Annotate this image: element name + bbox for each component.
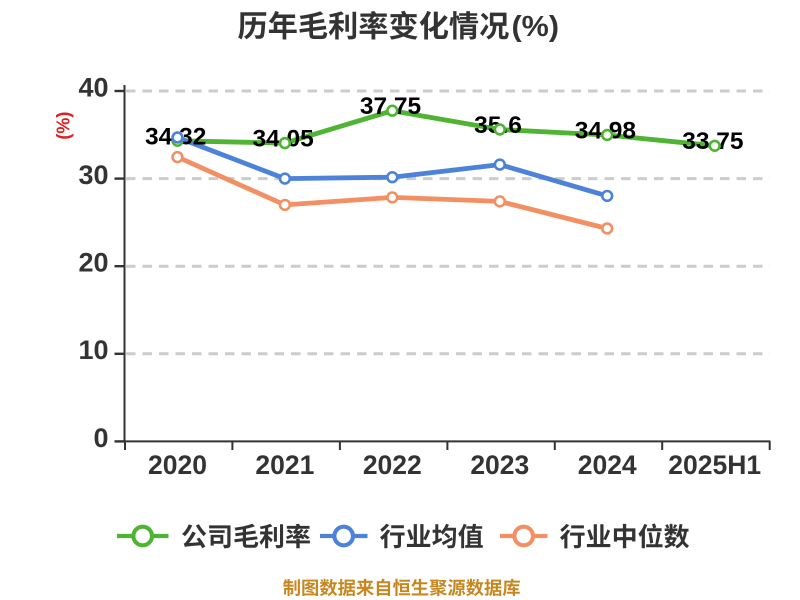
svg-text:0: 0 — [93, 423, 108, 453]
svg-text:30: 30 — [78, 160, 108, 190]
svg-text:2020: 2020 — [148, 450, 207, 480]
svg-text:2023: 2023 — [470, 450, 529, 480]
svg-text:10: 10 — [78, 335, 108, 365]
svg-text:40: 40 — [78, 72, 108, 102]
svg-text:(%): (%) — [53, 112, 73, 140]
svg-text:2025H1: 2025H1 — [668, 450, 761, 480]
svg-text:20: 20 — [78, 248, 108, 278]
svg-text:2021: 2021 — [255, 450, 314, 480]
svg-text:(%): (%) — [512, 11, 560, 43]
svg-text:2024: 2024 — [578, 450, 637, 480]
svg-text:2022: 2022 — [363, 450, 422, 480]
